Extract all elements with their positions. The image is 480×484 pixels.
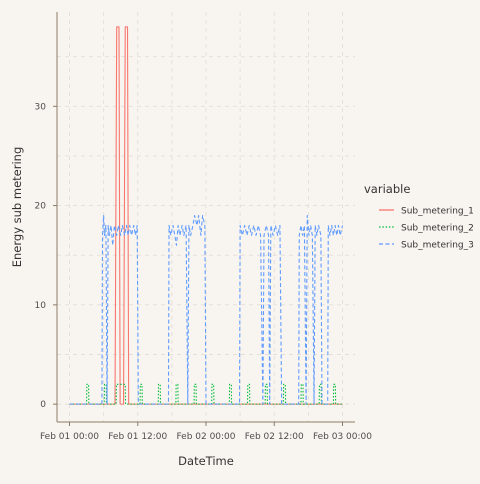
x-tick-label: Feb 03 00:00 — [313, 432, 372, 442]
legend-label-1: Sub_metering_1 — [401, 207, 474, 217]
series-layer — [69, 26, 344, 405]
x-tick-label: Feb 01 00:00 — [40, 432, 99, 442]
legend-title: variable — [364, 182, 410, 196]
y-axis-title: Energy sub metering — [10, 147, 24, 268]
legend-label-2: Sub_metering_2 — [401, 224, 474, 234]
series-line-3 — [69, 214, 344, 405]
y-tick-label: 20 — [35, 202, 47, 212]
axis-layer: 0 10 20 30 Feb 01 00:00 Feb 01 12:00 Feb 02 00… — [35, 12, 372, 442]
x-tick-label: Feb 02 00:00 — [176, 432, 235, 442]
x-tick-label: Feb 01 12:00 — [108, 432, 167, 442]
legend: variable Sub_metering_1 Sub_metering_2 Sub… — [364, 182, 474, 251]
y-tick-label: 30 — [35, 102, 47, 112]
y-tick-label: 10 — [35, 301, 47, 311]
x-tick-label: Feb 02 12:00 — [245, 432, 304, 442]
x-axis-title: DateTime — [178, 454, 234, 468]
legend-label-3: Sub_metering_3 — [401, 241, 474, 251]
y-tick-label: 0 — [40, 400, 46, 410]
series-line-2 — [69, 383, 343, 405]
series-line-1 — [69, 26, 343, 405]
grid-layer — [57, 12, 355, 422]
